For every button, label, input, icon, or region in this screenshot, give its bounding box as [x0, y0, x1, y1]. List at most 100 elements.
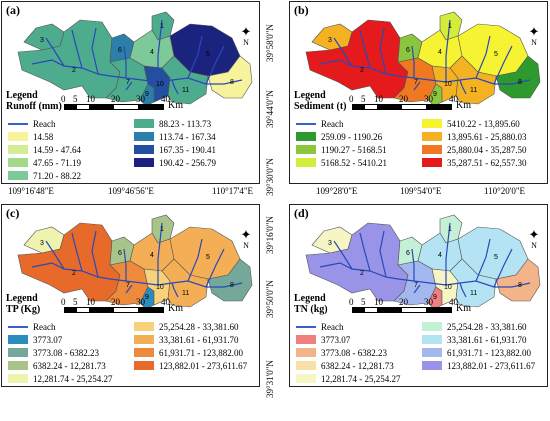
subbasin-label-3: 3: [40, 240, 44, 247]
north-arrow-icon: ✦ N: [528, 227, 540, 250]
legend-class-label: 190.42 - 256.79: [159, 157, 216, 168]
scale-tick: 40: [449, 94, 458, 104]
legend-class-label: 3773.08 - 6382.23: [321, 347, 387, 358]
legend-title: Legend Runoff (mm): [6, 90, 62, 112]
coord-y-6: 39°31'0"N: [265, 360, 275, 398]
map-panel-b: 3 2 6 1 4 5 7 9 10 11 8 (b) ✦ N Legend Sed…: [289, 1, 548, 184]
legend-swatch: [134, 348, 154, 357]
legend-class-label: 6382.24 - 12,281.73: [33, 360, 106, 371]
legend-class-label: 5168.52 - 5410.21: [321, 157, 387, 168]
legend-class: 13,895.61 - 25,880.03: [422, 130, 527, 143]
panel-label: (c): [6, 206, 20, 220]
legend-swatch: [296, 348, 316, 357]
subbasin-label-1: 1: [448, 226, 452, 233]
legend-reach-label: Reach: [33, 321, 56, 332]
scale-unit: Km: [456, 100, 471, 111]
scale-unit: Km: [168, 100, 183, 111]
scale-tick: 5: [361, 94, 366, 104]
legend-swatch: [134, 361, 154, 370]
reach-network: [31, 222, 243, 298]
subbasin-11: [161, 258, 209, 308]
legend-swatch: [134, 145, 154, 154]
coord-x-right-1: 109°28'0"E: [316, 186, 358, 196]
subbasin-label-7: 7: [414, 79, 418, 86]
subbasin-label-1: 1: [160, 226, 164, 233]
legend-class: 88.23 - 113.73: [134, 117, 216, 130]
subbasin-label-6: 6: [406, 250, 410, 257]
legend-column-left: Reach 3773.07 3773.08 - 6382.23 6382.24 - 1…: [8, 320, 113, 385]
coord-x-left-3: 110°17'4"E: [212, 186, 254, 196]
legend-class: 123,882.01 - 273,611.67: [422, 359, 535, 372]
subbasin-label-9: 9: [145, 294, 149, 301]
subbasin-label-7: 7: [126, 282, 130, 289]
subbasin-label-10: 10: [156, 284, 164, 291]
legend-class: 190.42 - 256.79: [134, 156, 216, 169]
panel-label: (d): [294, 206, 309, 220]
scale-tick: 10: [374, 94, 383, 104]
legend-class: 123,882.01 - 273,611.67: [134, 359, 247, 372]
subbasin-label-6: 6: [118, 47, 122, 54]
legend-class-label: 71.20 - 88.22: [33, 170, 81, 181]
reach-line-icon: [8, 325, 28, 328]
legend-swatch: [8, 374, 28, 383]
scale-unit: Km: [168, 303, 183, 314]
subbasin-label-2: 2: [360, 67, 364, 74]
legend-class-label: 3773.07: [33, 334, 63, 345]
legend-class: 3773.07: [8, 333, 113, 346]
subbasin-label-8: 8: [230, 282, 234, 289]
legend-reach-label: Reach: [33, 118, 56, 129]
legend-swatch: [422, 158, 442, 167]
scale-bar: 0 5 10 20 30 40 Km: [61, 94, 183, 111]
scale-tick: 0: [349, 94, 354, 104]
subbasin-label-4: 4: [150, 252, 154, 259]
subbasin-label-1: 1: [448, 23, 452, 30]
subbasin-label-1: 1: [160, 23, 164, 30]
scale-tick: 20: [111, 94, 120, 104]
legend-swatch: [422, 361, 442, 370]
legend-class: 113.74 - 167.34: [134, 130, 216, 143]
legend-class-label: 13,895.61 - 25,880.03: [447, 131, 527, 142]
legend-swatch: [8, 145, 28, 154]
legend-column-left: Reach 259.09 - 1190.26 1190.27 - 5168.51 51…: [296, 117, 387, 169]
scale-unit: Km: [456, 303, 471, 314]
legend-class-label: 113.74 - 167.34: [159, 131, 216, 142]
legend-class: 1190.27 - 5168.51: [296, 143, 387, 156]
reach-network: [319, 19, 531, 95]
legend-class-label: 47.65 - 71.19: [33, 157, 81, 168]
legend-swatch: [134, 158, 154, 167]
subbasin-8: [207, 258, 253, 302]
legend-column-right: 88.23 - 113.73 113.74 - 167.34 167.35 - 19…: [134, 117, 216, 169]
scale-tick: 5: [73, 297, 78, 307]
coord-x-right-2: 109°54'0"E: [400, 186, 442, 196]
subbasin-label-11: 11: [470, 290, 477, 297]
scale-tick: 30: [136, 297, 145, 307]
subbasin-11: [161, 55, 209, 105]
legend-swatch: [134, 322, 154, 331]
north-arrow-icon: ✦ N: [528, 24, 540, 47]
legend-swatch: [8, 335, 28, 344]
legend-swatch: [296, 132, 316, 141]
legend-title: Legend TP (Kg): [6, 293, 40, 315]
subbasin-label-2: 2: [72, 270, 76, 277]
legend-class-label: 14.58: [33, 131, 54, 142]
subbasin-label-2: 2: [360, 270, 364, 277]
legend-reach: Reach: [296, 117, 387, 130]
legend-class-label: 35,287.51 - 62,557.30: [447, 157, 527, 168]
subbasin-label-6: 6: [118, 250, 122, 257]
legend-column-right: 25,254.28 - 33,381.60 33,381.61 - 61,931.…: [134, 320, 247, 372]
reach-line-icon: [296, 325, 316, 328]
subbasin-label-4: 4: [438, 49, 442, 56]
subbasin-8: [207, 55, 253, 99]
legend-class: 14.58: [8, 130, 81, 143]
subbasin-label-8: 8: [230, 79, 234, 86]
subbasin-3: [23, 226, 65, 254]
subbasin-label-7: 7: [126, 79, 130, 86]
scale-bar: 0 5 10 20 30 40 Km: [349, 94, 471, 111]
scale-tick: 30: [136, 94, 145, 104]
map-panel-d: 3 2 6 1 4 5 7 9 10 11 8 (d) ✦ N Legend TN …: [289, 204, 548, 387]
scale-tick: 20: [111, 297, 120, 307]
legend-swatch: [296, 361, 316, 370]
reach-network: [319, 222, 531, 298]
panel-label: (a): [6, 3, 20, 17]
subbasin-3: [23, 23, 65, 51]
